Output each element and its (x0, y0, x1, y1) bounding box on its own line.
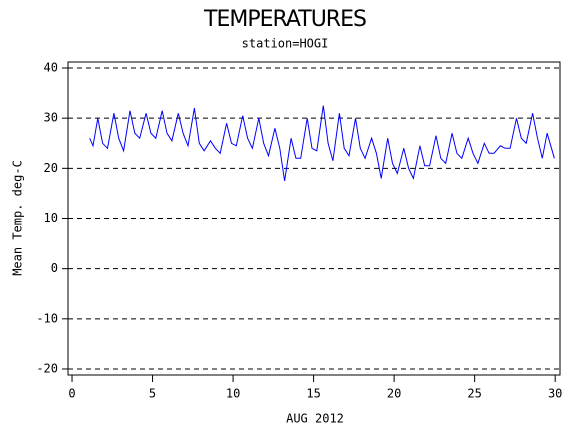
x-tick-label: 10 (226, 387, 240, 401)
x-tick-label: 0 (68, 387, 75, 401)
x-axis-label: AUG 2012 (286, 412, 344, 426)
y-tick-label: 20 (44, 161, 58, 175)
y-tick-label: 10 (44, 211, 58, 225)
y-tick-label: 0 (51, 261, 58, 275)
y-tick-label: -20 (36, 361, 58, 375)
y-axis-label: Mean Temp. deg-C (11, 160, 25, 276)
x-tick-label: 25 (467, 387, 481, 401)
y-tick-label: 30 (44, 111, 58, 125)
x-tick-label: 30 (548, 387, 562, 401)
temperature-line (89, 105, 555, 181)
y-tick-label: -10 (36, 311, 58, 325)
y-tick-label: 40 (44, 61, 58, 75)
x-tick-label: 15 (306, 387, 320, 401)
chart-subtitle: station=HOGI (242, 37, 329, 51)
x-tick-label: 5 (149, 387, 156, 401)
x-tick-label: 20 (387, 387, 401, 401)
chart-title: TEMPERATURES (203, 7, 366, 32)
